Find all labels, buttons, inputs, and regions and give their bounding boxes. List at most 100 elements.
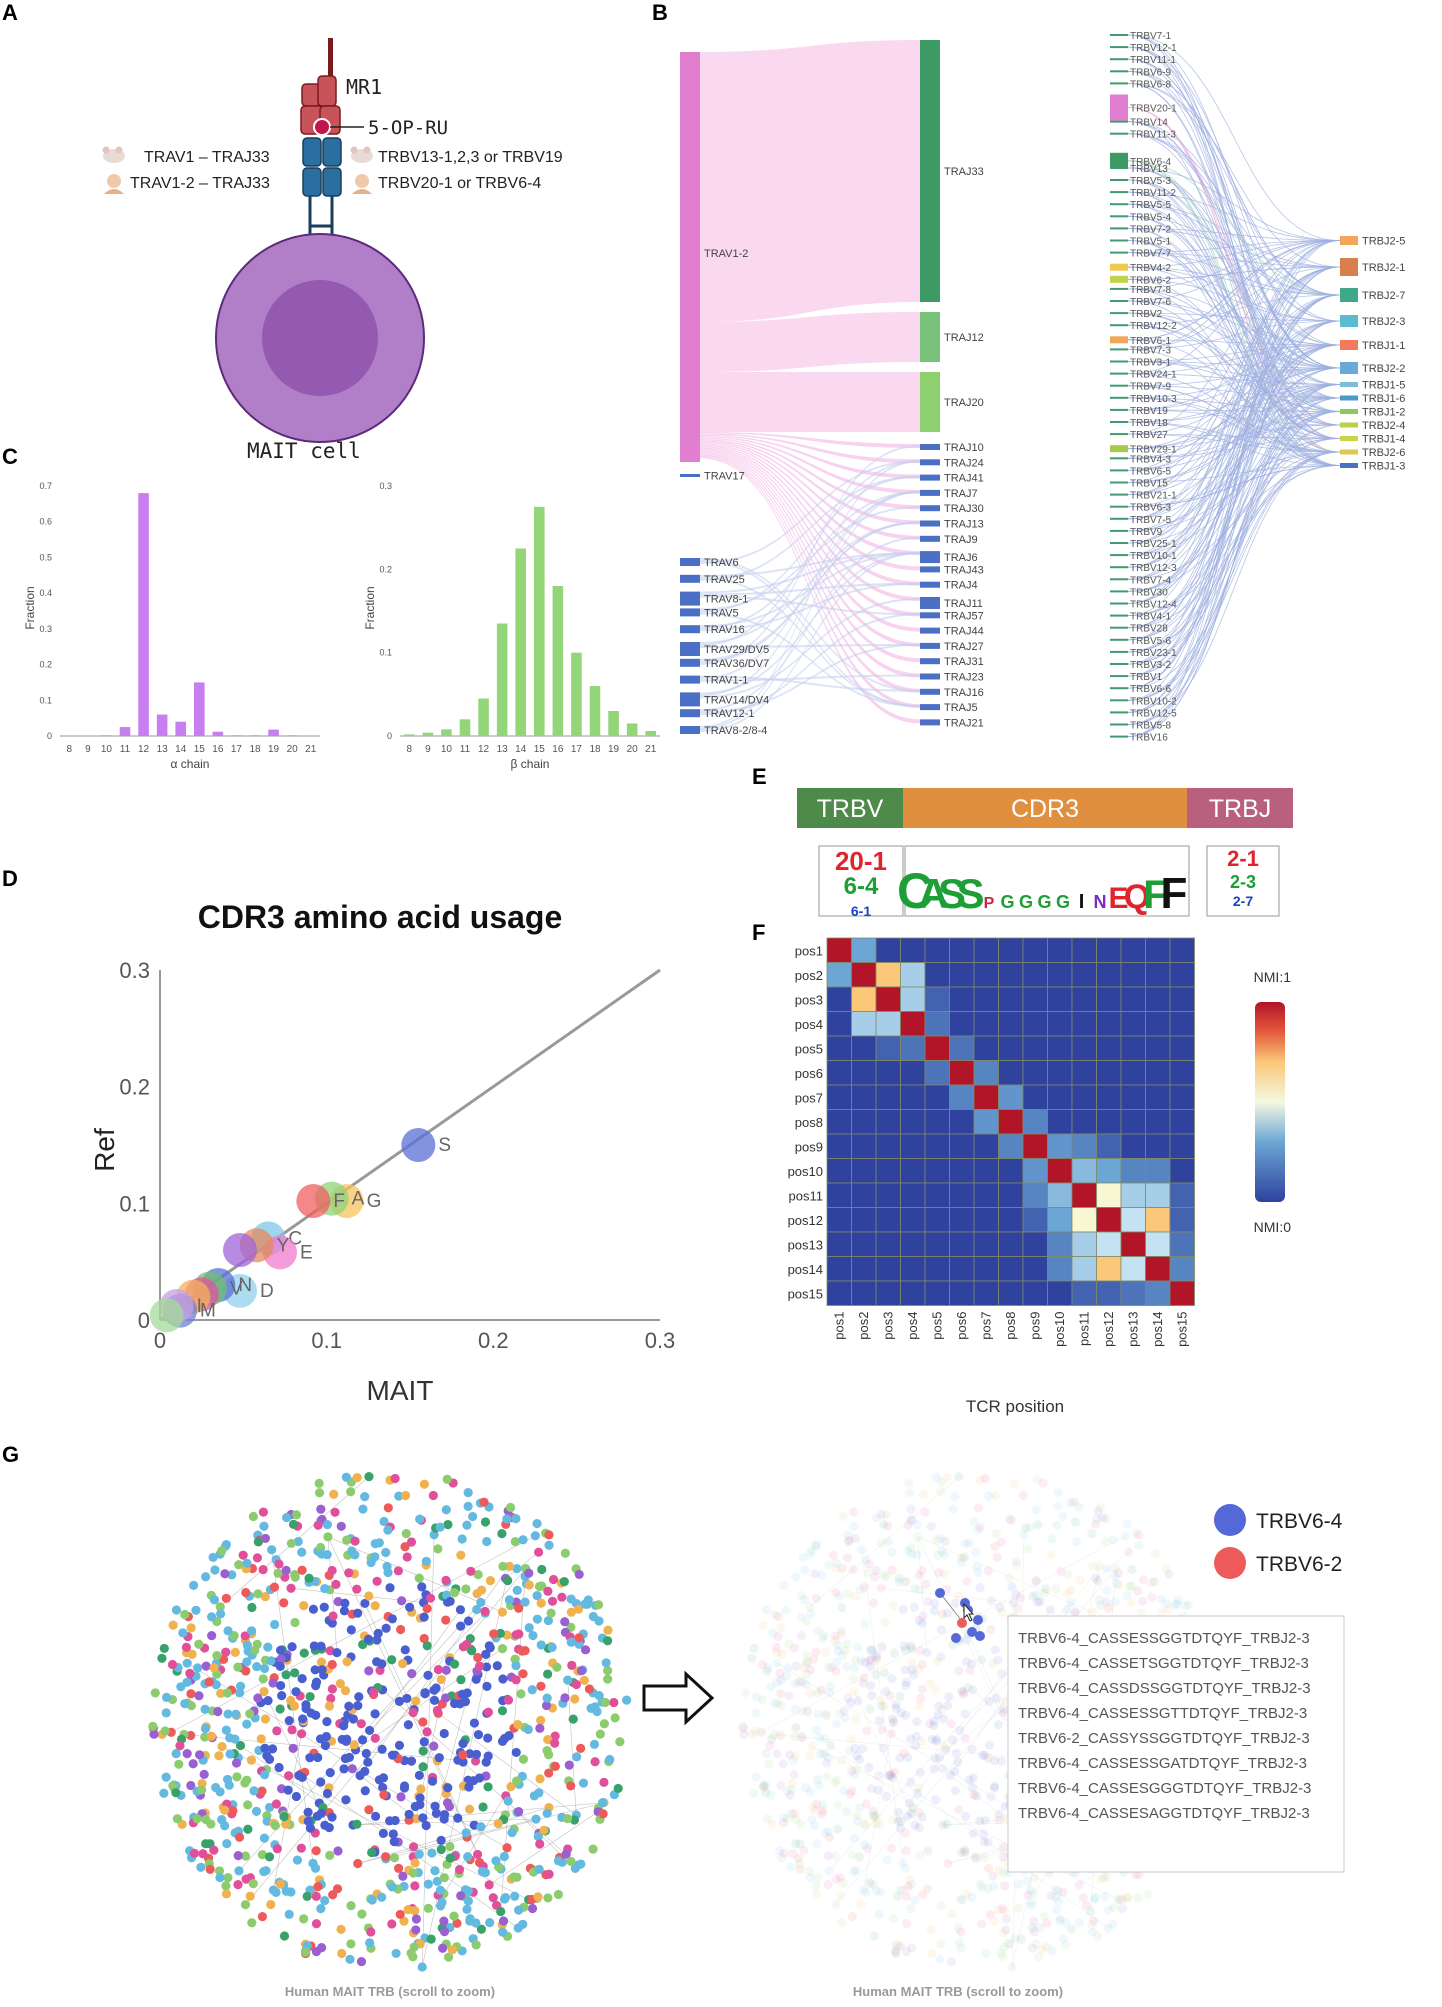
network-node [463,1896,473,1906]
heatmap-cell [949,1011,975,1037]
network-node [758,1620,768,1630]
network-node [876,1509,886,1520]
network-node [975,1475,985,1485]
network-node [776,1701,786,1711]
network-node [1091,1519,1101,1529]
network-node [1131,1528,1141,1538]
x-tick-label: 0.1 [311,1328,342,1353]
network-node [831,1564,841,1574]
network-node [845,1789,855,1799]
network-node [900,1863,911,1873]
network-node [960,1845,970,1855]
network-node [994,1865,1004,1875]
network-node [297,1673,307,1684]
network-node [973,1567,983,1578]
network-node [878,1519,889,1529]
network-node [857,1545,867,1555]
network-node [168,1781,178,1791]
heatmap-cell [1022,1084,1048,1110]
trbv-label: TRBV5-1 [1130,237,1172,248]
heatmap-cell [1022,1133,1048,1159]
histogram-bar [119,727,131,736]
network-node [789,1769,799,1779]
cdr3-logo-letter: S [956,870,984,917]
network-node [922,1648,932,1658]
network-node [951,1748,961,1759]
trb-link [1127,451,1341,653]
network-node [846,1766,857,1776]
network-node [297,1547,307,1557]
network-node [305,1691,315,1702]
network-node [303,1807,313,1817]
network-node [414,1573,424,1583]
heatmap-cell [924,1011,950,1037]
network-node [872,1812,882,1822]
network-node [288,1743,298,1753]
trb-link [1127,451,1341,689]
network-zoomed[interactable]: TRBV6-4TRBV6-2TRBV6-4_CASSESSGGTDTQYF_TR… [710,1460,1440,2000]
highlighted-node [975,1631,985,1641]
network-node [997,1607,1007,1617]
trb-link [1127,361,1341,399]
heatmap-cell [1071,1084,1097,1110]
network-node [256,1734,266,1744]
network-edge [221,1746,529,1900]
heatmap-cell [851,1011,877,1037]
network-node [291,1687,301,1697]
network-node [537,1564,547,1575]
network-node [365,1938,375,1948]
network-node [414,1849,424,1859]
trb-link [1127,240,1341,665]
network-node [797,1677,807,1687]
network-node [543,1893,553,1903]
network-node [901,1919,912,1929]
heatmap-cell [998,1231,1024,1257]
network-node [1053,1501,1063,1511]
trb-link [1127,384,1341,629]
network-node [869,1931,880,1941]
network-full[interactable]: Human MAIT TRB (scroll to zoom) [130,1460,650,2000]
network-node [839,1706,849,1716]
network-node [872,1655,882,1665]
network-node [869,1598,879,1608]
trbv-node [1110,493,1128,496]
network-edge [327,1536,503,1613]
nmi-heatmap: pos1pos2pos3pos4pos5pos6pos7pos8pos9pos1… [788,937,1291,1416]
network-node [524,1580,534,1590]
network-node [161,1692,172,1702]
x-tick-label: 0.2 [478,1328,509,1353]
trav-label: TRAV1-2 [704,248,748,260]
network-node [301,1947,311,1957]
network-node [260,1714,271,1724]
network-node [409,1942,419,1952]
trbj-node [1340,409,1358,414]
network-node [206,1731,216,1741]
network-node [360,1598,370,1609]
network-node [463,1616,474,1626]
network-node [1117,1894,1127,1905]
network-node [570,1694,580,1704]
network-node [888,1815,898,1825]
trb-link [1127,385,1341,399]
trbv-label: TRBV14 [1130,118,1168,129]
tooltip-line: TRBV6-4_CASSETSGGTDTQYF_TRBJ2-3 [1018,1655,1309,1672]
network-node [464,1782,474,1792]
network-node [580,1645,591,1655]
scatter-title: CDR3 amino acid usage [198,899,563,935]
sankey-link [700,582,920,632]
network-node [420,1688,430,1698]
trb-link [1127,266,1341,369]
trbj-label: TRBJ1-3 [1362,461,1405,473]
trb-link [1127,361,1341,385]
network-node [901,1946,912,1957]
network-node [1016,1934,1026,1944]
histogram-bar [589,686,601,736]
network-node [895,1691,905,1702]
network-node [511,1675,521,1685]
network-node [418,1717,428,1727]
heatmap-cell [1169,1109,1195,1135]
network-node [824,1866,834,1876]
network-node [812,1688,822,1698]
sankey-link [700,490,920,630]
network-node [461,1828,471,1838]
